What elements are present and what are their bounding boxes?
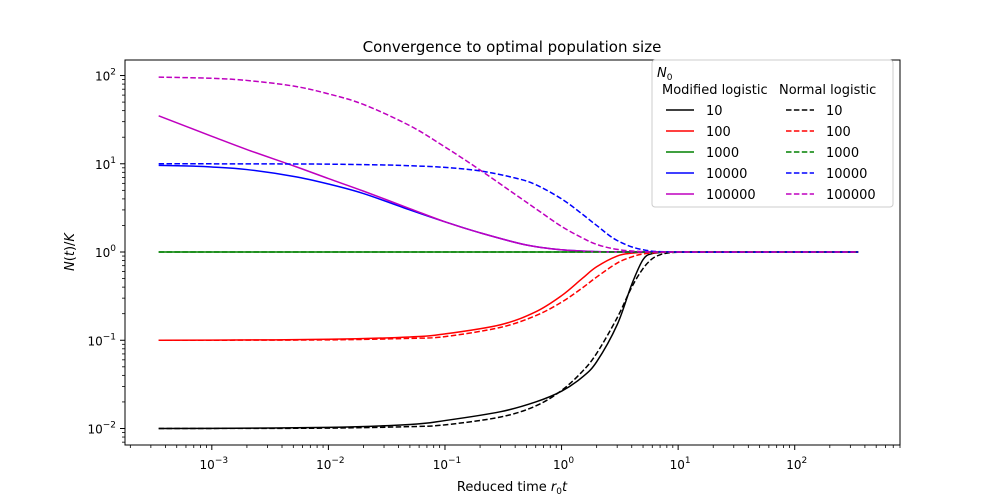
series-line-normal-100 bbox=[158, 251, 859, 342]
legend-title: N0 bbox=[657, 66, 673, 83]
plot-marks bbox=[158, 76, 859, 430]
legend-entries: 10 100 1000 10000 100000 10 100 1000 10000 100000 bbox=[666, 104, 876, 203]
legend: N0 Modified logistic Normal logistic 101… bbox=[651, 59, 894, 208]
legend-column-heading-modified: Modified logistic bbox=[662, 83, 768, 98]
x-tick-label: 101 bbox=[670, 456, 691, 472]
legend-box bbox=[651, 59, 894, 208]
y-tick-label: 10−2 bbox=[87, 420, 116, 436]
y-axis-ticks: 10−2 10−1 100 101 102 bbox=[87, 68, 125, 443]
y-tick-label: 101 bbox=[95, 156, 116, 172]
legend-column-heading-normal: Normal logistic bbox=[779, 83, 876, 98]
series-line-normal-10000 bbox=[158, 163, 859, 253]
legend-label-normal-10000: 10000 bbox=[826, 167, 867, 182]
y-axis-label: N(t)/K bbox=[63, 232, 78, 271]
x-axis-label: Reduced time r0t bbox=[457, 480, 568, 497]
legend-label-modified-10000: 10000 bbox=[706, 167, 747, 182]
legend-label-normal-10: 10 bbox=[826, 104, 843, 119]
y-tick-label: 102 bbox=[95, 68, 116, 84]
series-line-normal-100000 bbox=[158, 76, 859, 253]
legend-label-modified-100000: 100000 bbox=[706, 188, 756, 203]
legend-label-modified-10: 10 bbox=[706, 104, 723, 119]
x-tick-label: 100 bbox=[553, 456, 574, 472]
y-tick-label: 10−1 bbox=[87, 332, 116, 348]
legend-label-modified-1000: 1000 bbox=[706, 146, 739, 161]
legend-label-normal-100: 100 bbox=[826, 125, 851, 140]
x-tick-label: 102 bbox=[786, 456, 807, 472]
y-tick-label: 100 bbox=[95, 244, 116, 260]
chart-title: Convergence to optimal population size bbox=[363, 38, 662, 56]
legend-label-normal-100000: 100000 bbox=[826, 188, 876, 203]
x-tick-label: 10−1 bbox=[433, 456, 462, 472]
legend-label-normal-1000: 1000 bbox=[826, 146, 859, 161]
x-tick-label: 10−3 bbox=[200, 456, 229, 472]
series-line-modified-100 bbox=[158, 251, 859, 341]
x-axis-ticks: 10−3 10−2 10−1 100 101 102 bbox=[129, 445, 901, 472]
legend-label-modified-100: 100 bbox=[706, 125, 731, 140]
x-tick-label: 10−2 bbox=[316, 456, 345, 472]
